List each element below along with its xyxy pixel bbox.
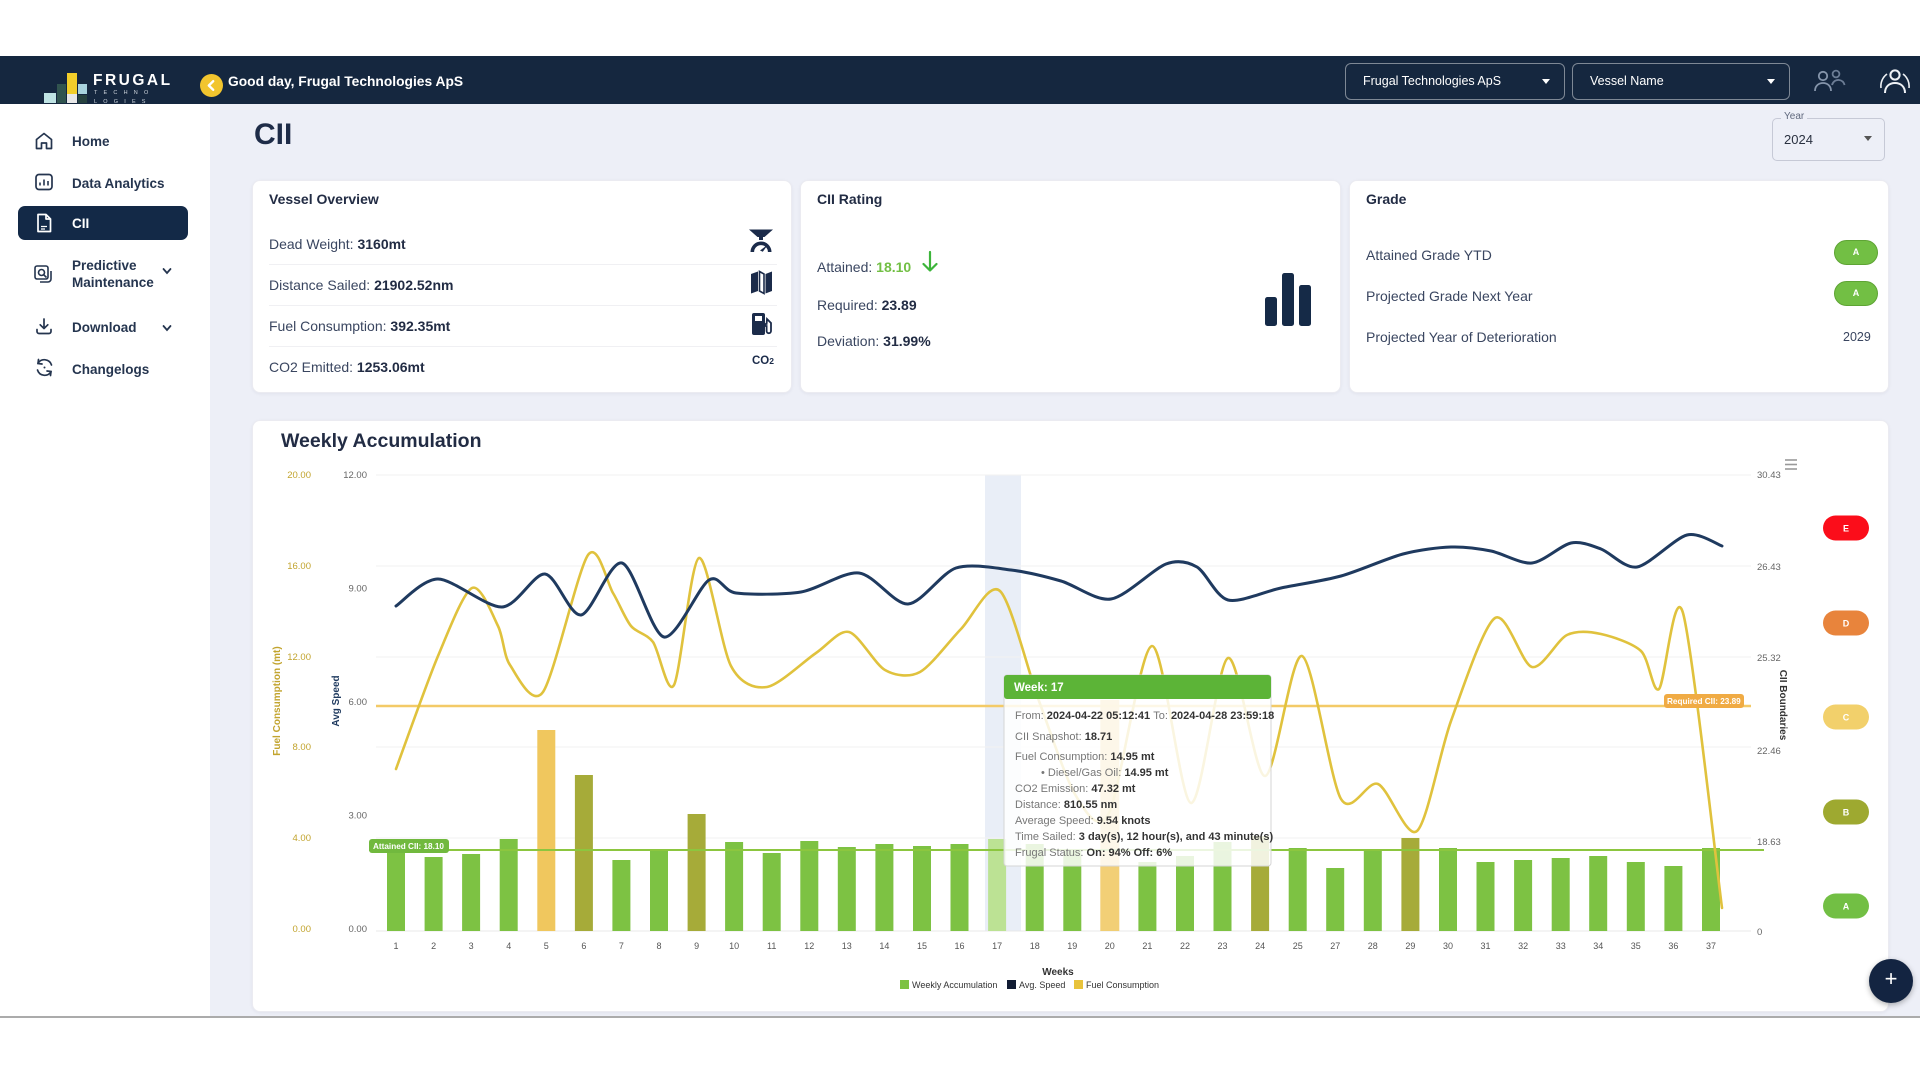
svg-text:9.00: 9.00 — [349, 584, 368, 595]
svg-text:0.00: 0.00 — [349, 924, 368, 935]
svg-text:24: 24 — [1255, 941, 1265, 951]
svg-text:20.00: 20.00 — [287, 470, 311, 481]
svg-text:FRUGAL: FRUGAL — [93, 72, 173, 89]
svg-text:4.00: 4.00 — [293, 833, 312, 844]
svg-text:18: 18 — [1030, 941, 1040, 951]
svg-text:CO2 Emission: 47.32 mt: CO2 Emission: 47.32 mt — [1015, 783, 1136, 795]
svg-text:Fuel Consumption (mt): Fuel Consumption (mt) — [272, 646, 283, 755]
svg-text:35: 35 — [1631, 941, 1641, 951]
svg-text:16: 16 — [954, 941, 964, 951]
svg-text:3: 3 — [469, 941, 474, 951]
svg-text:18.63: 18.63 — [1757, 837, 1781, 848]
svg-text:B: B — [1843, 808, 1850, 818]
svg-text:A: A — [1843, 902, 1850, 912]
svg-text:6: 6 — [581, 941, 586, 951]
svg-text:Required CII: 23.89: Required CII: 23.89 — [1667, 697, 1741, 706]
svg-text:Avg Speed: Avg Speed — [331, 675, 342, 726]
svg-text:C: C — [1843, 713, 1850, 723]
svg-text:16.00: 16.00 — [287, 561, 311, 572]
svg-text:Fuel Consumption: Fuel Consumption — [1086, 980, 1159, 990]
svg-text:36: 36 — [1668, 941, 1678, 951]
svg-text:D: D — [1843, 619, 1850, 629]
svg-text:22.46: 22.46 — [1757, 746, 1781, 757]
svg-text:From: 2024-04-22 05:12:41 To:: From: 2024-04-22 05:12:41 To: 2024-04-28… — [1015, 710, 1274, 722]
svg-text:31: 31 — [1480, 941, 1490, 951]
svg-text:23: 23 — [1217, 941, 1227, 951]
svg-text:7: 7 — [619, 941, 624, 951]
svg-text:10: 10 — [729, 941, 739, 951]
svg-text:CII Snapshot: 18.71: CII Snapshot: 18.71 — [1015, 731, 1112, 743]
svg-text:CII Boundaries: CII Boundaries — [1777, 670, 1788, 741]
svg-text:26.43: 26.43 — [1757, 562, 1781, 573]
svg-text:6.00: 6.00 — [349, 697, 368, 708]
svg-text:Average Speed: 9.54 knots: Average Speed: 9.54 knots — [1015, 815, 1151, 827]
svg-text:4: 4 — [506, 941, 511, 951]
svg-text:Frugal Status: On: 94% Off: 6%: Frugal Status: On: 94% Off: 6% — [1015, 847, 1172, 859]
svg-text:15: 15 — [917, 941, 927, 951]
svg-text:30: 30 — [1443, 941, 1453, 951]
svg-text:Attained CII: 18.10: Attained CII: 18.10 — [373, 842, 444, 851]
svg-text:30.43: 30.43 — [1757, 470, 1781, 481]
svg-text:29: 29 — [1405, 941, 1415, 951]
svg-text:0.00: 0.00 — [293, 924, 312, 935]
svg-text:21: 21 — [1142, 941, 1152, 951]
svg-text:34: 34 — [1593, 941, 1603, 951]
svg-text:13: 13 — [842, 941, 852, 951]
svg-text:19: 19 — [1067, 941, 1077, 951]
svg-text:Weekly Accumulation: Weekly Accumulation — [912, 980, 997, 990]
svg-text:9: 9 — [694, 941, 699, 951]
svg-text:TECHNO: TECHNO — [94, 90, 154, 96]
svg-text:2: 2 — [431, 941, 436, 951]
svg-text:1: 1 — [393, 941, 398, 951]
svg-text:20: 20 — [1105, 941, 1115, 951]
svg-text:25.32: 25.32 — [1757, 653, 1781, 664]
svg-text:Week: 17: Week: 17 — [1014, 682, 1064, 694]
svg-text:17: 17 — [992, 941, 1002, 951]
svg-text:22: 22 — [1180, 941, 1190, 951]
svg-text:• Diesel/Gas Oil: 14.95 mt: • Diesel/Gas Oil: 14.95 mt — [1041, 767, 1169, 779]
svg-text:8.00: 8.00 — [293, 742, 312, 753]
svg-text:3.00: 3.00 — [349, 811, 368, 822]
svg-text:25: 25 — [1293, 941, 1303, 951]
svg-text:Distance: 810.55 nm: Distance: 810.55 nm — [1015, 799, 1117, 811]
svg-text:28: 28 — [1368, 941, 1378, 951]
svg-text:5: 5 — [544, 941, 549, 951]
svg-text:8: 8 — [656, 941, 661, 951]
svg-text:37: 37 — [1706, 941, 1716, 951]
svg-text:LOGIES: LOGIES — [94, 99, 152, 105]
svg-text:E: E — [1843, 524, 1849, 534]
svg-text:0: 0 — [1757, 927, 1762, 938]
svg-text:12.00: 12.00 — [287, 652, 311, 663]
svg-text:27: 27 — [1330, 941, 1340, 951]
svg-text:12.00: 12.00 — [343, 470, 367, 481]
svg-text:Time Sailed: 3 day(s), 12 hour: Time Sailed: 3 day(s), 12 hour(s), and 4… — [1015, 831, 1274, 843]
svg-text:Weeks: Weeks — [1042, 967, 1074, 978]
svg-text:33: 33 — [1556, 941, 1566, 951]
svg-text:Avg. Speed: Avg. Speed — [1019, 980, 1065, 990]
svg-text:12: 12 — [804, 941, 814, 951]
svg-text:14: 14 — [879, 941, 889, 951]
svg-text:11: 11 — [767, 941, 776, 951]
svg-text:Fuel Consumption: 14.95 mt: Fuel Consumption: 14.95 mt — [1015, 751, 1155, 763]
svg-text:32: 32 — [1518, 941, 1528, 951]
